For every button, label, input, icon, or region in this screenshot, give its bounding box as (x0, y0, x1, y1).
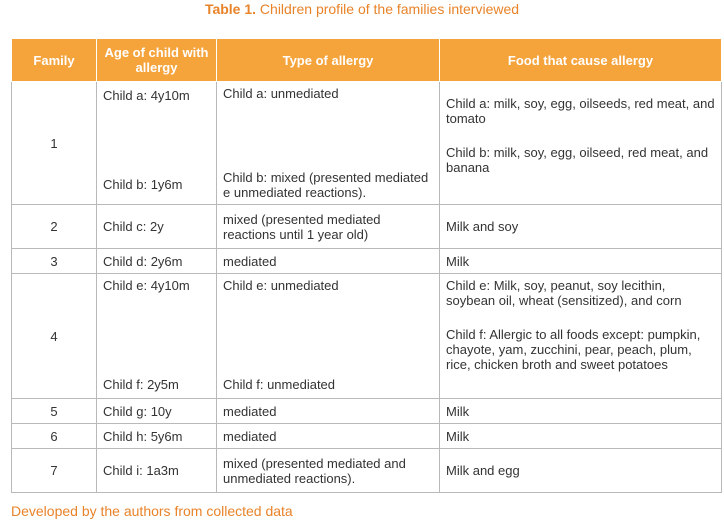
table-row-family-5: 5 Child g: 10y mediated Milk (11, 398, 722, 424)
cell-age: Child a: 4y10m Child b: 1y6m (96, 81, 217, 205)
source-note: Developed by the authors from collected … (11, 503, 293, 519)
cell-food: Milk (439, 398, 722, 424)
food-child-b: Child b: milk, soy, egg, oilseed, red me… (446, 145, 709, 175)
age-child-f: Child f: 2y5m (103, 377, 179, 392)
age-child-b: Child b: 1y6m (103, 177, 183, 192)
cell-family: 4 (11, 273, 97, 399)
cell-type: Child a: unmediated Child b: mixed (pres… (216, 81, 440, 205)
table-row-family-3: 3 Child d: 2y6m mediated Milk (11, 248, 722, 274)
children-profile-table: Family Age of child with allergy Type of… (11, 38, 722, 493)
cell-age: Child e: 4y10m Child f: 2y5m (96, 273, 217, 399)
cell-type: mixed (presented mediated and unmediated… (216, 448, 440, 493)
table-row-family-1: 1 Child a: 4y10m Child b: 1y6m Child a: … (11, 81, 722, 205)
cell-type: mediated (216, 248, 440, 274)
food-child-a: Child a: milk, soy, egg, oilseeds, red m… (446, 96, 715, 126)
table-row-family-4: 4 Child e: 4y10m Child f: 2y5m Child e: … (11, 273, 722, 399)
age-child-a: Child a: 4y10m (103, 88, 190, 103)
cell-family: 6 (11, 423, 97, 449)
table-caption-text: Children profile of the families intervi… (256, 1, 520, 17)
cell-food: Milk (439, 423, 722, 449)
cell-food: Milk and egg (439, 448, 722, 493)
cell-age: Child c: 2y (96, 204, 217, 249)
type-child-f: Child f: unmediated (223, 377, 336, 392)
type-child-b: Child b: mixed (presented mediated e unm… (223, 170, 429, 200)
cell-family: 2 (11, 204, 97, 249)
cell-type: mediated (216, 423, 440, 449)
cell-food: Child e: Milk, soy, peanut, soy lecithin… (439, 273, 722, 399)
cell-age: Child d: 2y6m (96, 248, 217, 274)
table-row-family-2: 2 Child c: 2y mixed (presented mediated … (11, 204, 722, 249)
cell-type: Child e: unmediated Child f: unmediated (216, 273, 440, 399)
header-food: Food that cause allergy (439, 38, 722, 82)
cell-food: Child a: milk, soy, egg, oilseeds, red m… (439, 81, 722, 205)
food-child-f: Child f: Allergic to all foods except: p… (446, 327, 701, 372)
cell-type: mediated (216, 398, 440, 424)
table-header: Family Age of child with allergy Type of… (11, 38, 722, 82)
cell-family: 3 (11, 248, 97, 274)
header-type: Type of allergy (216, 38, 440, 82)
cell-food: Milk and soy (439, 204, 722, 249)
table-caption: Table 1. Children profile of the familie… (0, 1, 724, 18)
cell-family: 5 (11, 398, 97, 424)
cell-family: 1 (11, 81, 97, 205)
header-age: Age of child with allergy (96, 38, 217, 82)
header-row: Family Age of child with allergy Type of… (11, 38, 722, 82)
food-child-e: Child e: Milk, soy, peanut, soy lecithin… (446, 278, 682, 308)
table-body: 1 Child a: 4y10m Child b: 1y6m Child a: … (11, 81, 722, 493)
table-row-family-6: 6 Child h: 5y6m mediated Milk (11, 423, 722, 449)
header-family: Family (11, 38, 97, 82)
cell-age: Child i: 1a3m (96, 448, 217, 493)
type-child-e: Child e: unmediated (223, 278, 339, 293)
table-caption-label: Table 1. (204, 1, 257, 17)
age-child-e: Child e: 4y10m (103, 278, 190, 293)
cell-type: mixed (presented mediated reactions unti… (216, 204, 440, 249)
cell-food: Milk (439, 248, 722, 274)
table-row-family-7: 7 Child i: 1a3m mixed (presented mediate… (11, 448, 722, 493)
cell-age: Child h: 5y6m (96, 423, 217, 449)
type-child-a: Child a: unmediated (223, 86, 339, 101)
cell-age: Child g: 10y (96, 398, 217, 424)
cell-family: 7 (11, 448, 97, 493)
